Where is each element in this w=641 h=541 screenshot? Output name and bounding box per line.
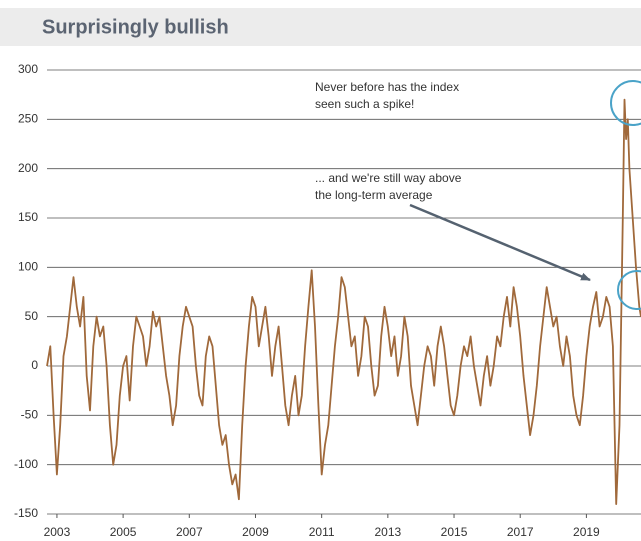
- data-line: [46, 98, 641, 505]
- y-tick-label: 300: [18, 62, 38, 76]
- annotation: seen such a spike!: [315, 97, 414, 111]
- y-tick-label: -50: [21, 408, 39, 422]
- x-tick-label: 2019: [573, 525, 600, 539]
- x-tick-label: 2017: [507, 525, 534, 539]
- title-band: [0, 8, 641, 46]
- y-tick-label: 150: [18, 210, 38, 224]
- x-tick-label: 2009: [242, 525, 269, 539]
- highlight-circle: [610, 80, 641, 126]
- x-tick-label: 2005: [110, 525, 137, 539]
- annotation: ... and we're still way above: [315, 171, 462, 185]
- y-tick-label: 250: [18, 112, 38, 126]
- annotation: the long-term average: [315, 188, 433, 202]
- x-tick-label: 2007: [176, 525, 203, 539]
- annotations: Never before has the index seen such a sp…: [315, 80, 462, 202]
- grid: -150 -100 -50 0 50 100 150 200 250 300 2003 2005 200…: [14, 62, 641, 539]
- annotation: Never before has the index: [315, 80, 459, 94]
- y-tick-label: 100: [18, 260, 38, 274]
- plot: [46, 98, 641, 505]
- y-tick-label: -150: [14, 506, 38, 520]
- highlight-circle: [617, 270, 641, 310]
- y-tick-label: 200: [18, 161, 38, 175]
- arrow: [409, 203, 591, 282]
- x-tick-label: 2013: [374, 525, 401, 539]
- chart-title: Surprisingly bullish: [42, 16, 229, 38]
- x-tick-label: 2015: [441, 525, 468, 539]
- x-tick-label: 2011: [309, 525, 335, 539]
- y-tick-label: 50: [25, 309, 39, 323]
- y-tick-label: -100: [14, 457, 38, 471]
- y-tick-label: 0: [31, 358, 38, 372]
- x-tick-label: 2003: [44, 525, 71, 539]
